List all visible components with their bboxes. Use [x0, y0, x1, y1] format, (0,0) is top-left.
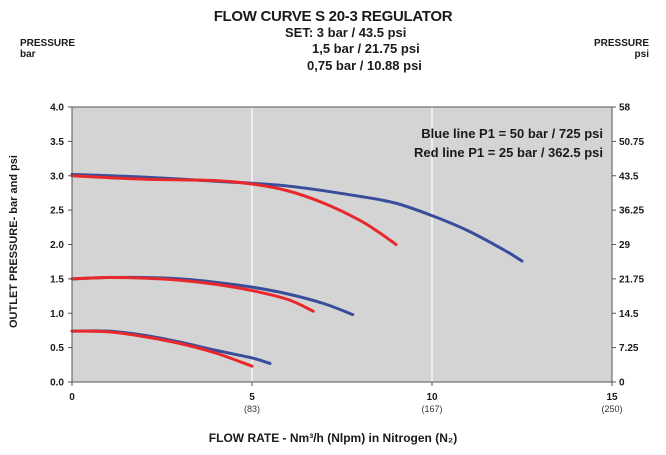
right-axis-header-title: PRESSURE	[593, 38, 649, 49]
right-axis-header: PRESSURE psi	[594, 38, 649, 60]
left-axis-header-unit: bar	[20, 49, 36, 60]
grid-lines	[251, 107, 433, 382]
set-line-3: 0,75 bar / 10.88 psi	[307, 58, 422, 73]
legend-red: Red line P1 = 25 bar / 362.5 psi	[414, 145, 603, 160]
series-line-red-2	[70, 174, 398, 246]
y-tick-label: 1.0	[50, 309, 64, 320]
y2-tick-label: 0	[619, 378, 625, 389]
x-tick-label: 10	[426, 392, 438, 403]
y-tick-label: 0.0	[50, 378, 64, 389]
y-tick-label: 0.5	[50, 343, 64, 354]
y2-tick-label: 14.5	[619, 309, 639, 320]
y-tick-label: 2.5	[50, 206, 64, 217]
x-tick-label: 15	[606, 392, 618, 403]
set-line-1: SET: 3 bar / 43.5 psi	[285, 25, 407, 40]
series-lines	[70, 172, 524, 368]
plot-area	[72, 107, 612, 382]
x-axis-label: FLOW RATE - Nm³/h (Nlpm) in Nitrogen (N₂…	[208, 431, 458, 445]
y-tick-label: 4.0	[50, 103, 64, 114]
x-tick-label: 5	[249, 392, 255, 403]
y2-tick-label: 50.75	[619, 137, 644, 148]
y2-tick-label: 36.25	[619, 206, 644, 217]
x-tick-label: 0	[69, 392, 75, 403]
x-tick-sublabel: (83)	[244, 404, 260, 414]
axis-ticks: 0.0 0.5 1.0 1.5 2.0 2.5 3.0 3.5 4.0 0 7.25 14.5 21.7…	[50, 103, 644, 415]
y-tick-label: 1.5	[50, 274, 64, 285]
y2-tick-label: 21.75	[619, 274, 644, 285]
chart-title: FLOW CURVE S 20-3 REGULATOR	[213, 8, 453, 25]
y-tick-label: 3.5	[50, 137, 64, 148]
series-line-red-4	[70, 275, 315, 313]
set-line-2: 1,5 bar / 21.75 psi	[312, 41, 420, 56]
y-axis-label: OUTLET PRESSURE- bar and psi	[8, 155, 20, 328]
right-axis-header-unit: psi	[634, 49, 649, 60]
left-axis-header: PRESSURE bar	[20, 38, 75, 60]
y2-tick-label: 7.25	[619, 343, 639, 354]
y2-tick-label: 43.5	[619, 171, 639, 182]
legend-blue: Blue line P1 = 50 bar / 725 psi	[421, 126, 603, 141]
y-tick-label: 2.0	[50, 240, 64, 251]
y-tick-label: 3.0	[50, 171, 64, 182]
x-tick-sublabel: (250)	[601, 404, 622, 414]
y2-tick-label: 58	[619, 103, 631, 114]
y2-tick-label: 29	[619, 240, 631, 251]
series-line-red-6	[70, 329, 254, 368]
x-tick-sublabel: (167)	[421, 404, 442, 414]
left-axis-header-title: PRESSURE	[20, 38, 76, 49]
